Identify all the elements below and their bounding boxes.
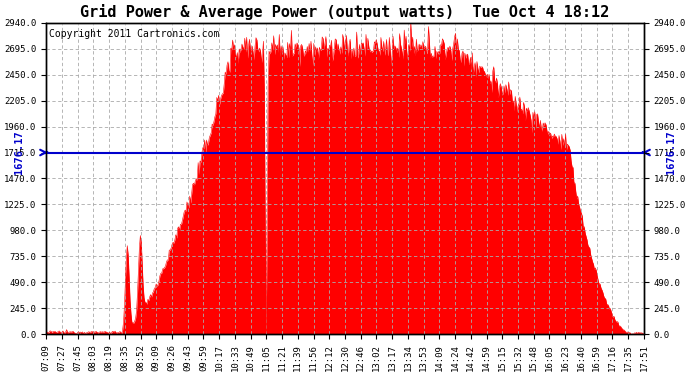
Title: Grid Power & Average Power (output watts)  Tue Oct 4 18:12: Grid Power & Average Power (output watts… [80, 4, 610, 20]
Text: 1676.17: 1676.17 [666, 130, 676, 174]
Text: Copyright 2011 Cartronics.com: Copyright 2011 Cartronics.com [49, 29, 219, 39]
Text: 1676.17: 1676.17 [14, 130, 24, 174]
